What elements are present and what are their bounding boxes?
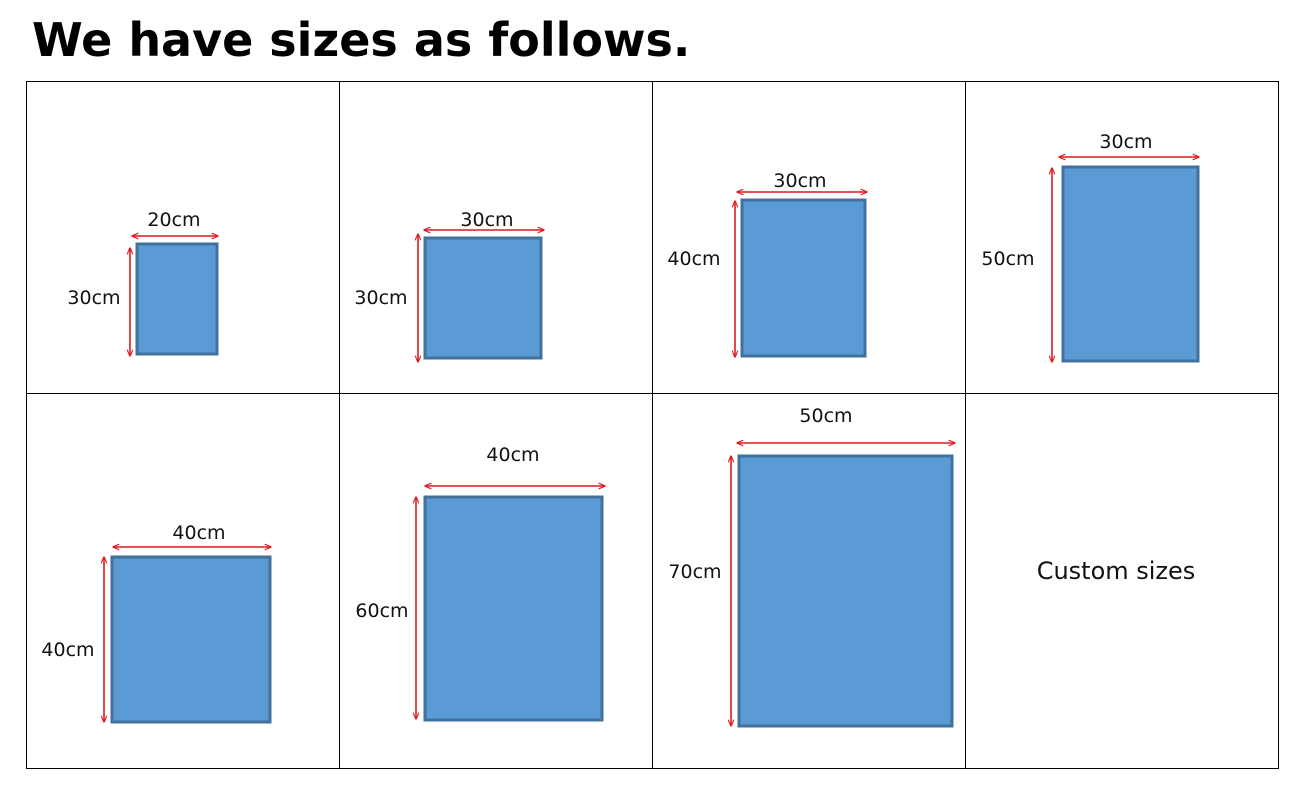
height-label: 40cm [41,639,94,661]
canvas-rect [737,454,954,728]
canvas-rect [1061,165,1200,363]
width-label: 30cm [460,209,513,231]
height-label: 60cm [355,600,408,622]
grid-lines [26,81,1279,769]
size-cell: 40cm 60cm [355,444,605,722]
height-label: 70cm [668,561,721,583]
height-label: 40cm [667,248,720,270]
width-label: 30cm [773,170,826,192]
canvas-rect [423,495,604,722]
canvas-rect [135,242,219,356]
height-label: 50cm [981,248,1034,270]
canvas-rect [110,555,272,724]
canvas-rect [423,236,543,360]
size-cell: 50cm 70cm [668,405,955,728]
height-label: 30cm [67,287,120,309]
size-grid: 20cm 30cm 30cm 30cm 30cm 40cm 30cm 50cm … [26,81,1279,769]
size-cell: 20cm 30cm [67,209,218,356]
width-label: 20cm [147,209,200,231]
width-label: 50cm [799,405,852,427]
width-label: 30cm [1099,131,1152,153]
size-cell: 30cm 40cm [667,170,867,357]
height-label: 30cm [354,287,407,309]
custom-sizes-label: Custom sizes [1037,557,1196,585]
width-label: 40cm [486,444,539,466]
canvas-rect [740,198,867,358]
width-label: 40cm [172,522,225,544]
size-cell: 30cm 30cm [354,209,544,362]
size-cell: 40cm 40cm [41,522,272,724]
size-cell: 30cm 50cm [981,131,1199,362]
page-title: We have sizes as follows. [32,13,691,67]
